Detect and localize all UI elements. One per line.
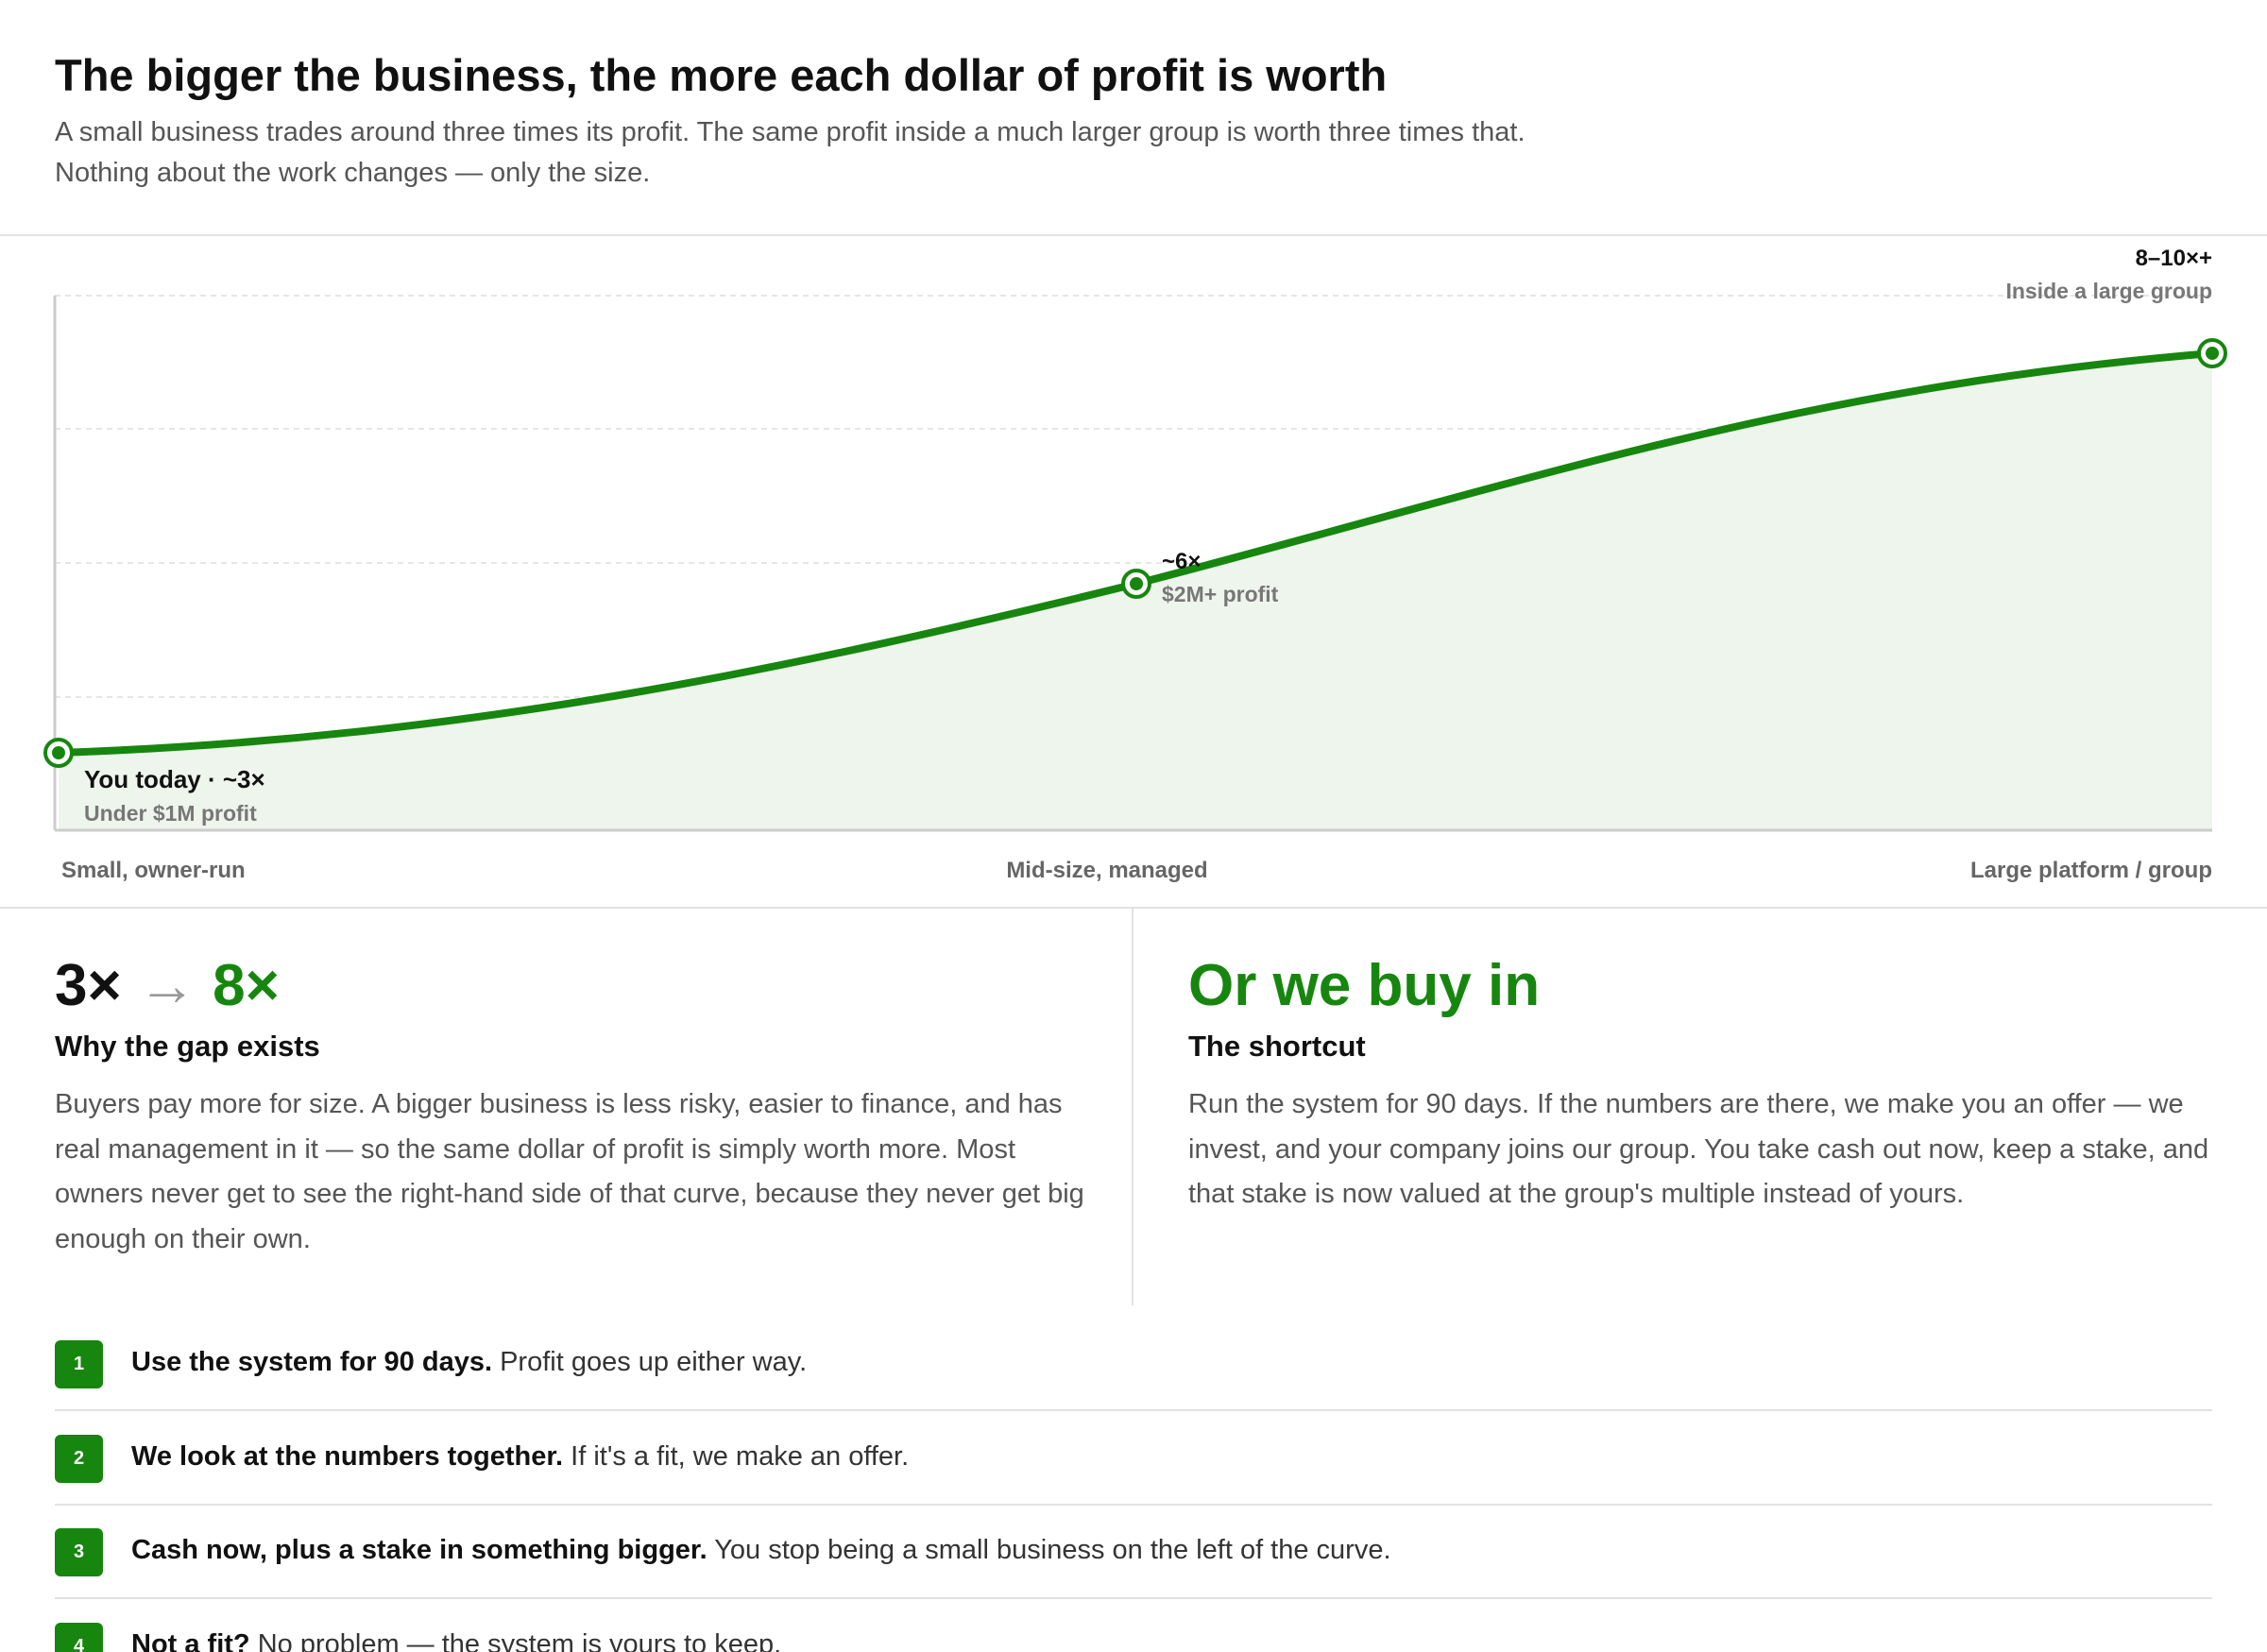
to: 8×: [213, 953, 280, 1018]
point: [1121, 569, 1151, 599]
point-sublabel: Inside a large group: [2005, 279, 2212, 303]
x-label: Large platform / group: [1969, 858, 2212, 883]
page-title: The bigger the business, the more each d…: [55, 50, 1388, 100]
arrow: →: [137, 953, 196, 1018]
step-bold: Use the system for 90 days.: [131, 1347, 493, 1377]
step-detail: If it's a fit, we make an offer.: [571, 1440, 910, 1472]
step-bold: Not a fit?: [131, 1628, 250, 1652]
subtitle-line: A small business trades around three tim…: [55, 117, 1526, 147]
step-badge: 4: [55, 1622, 103, 1652]
point-dot: [52, 746, 65, 759]
x-label: Small, owner-run: [61, 858, 246, 883]
paragraph: Run the system for 90 days. If the numbe…: [1188, 1089, 2209, 1209]
divider: [0, 907, 2267, 909]
headline: Or we buy in: [1188, 953, 1541, 1018]
step-text: Cash now, plus a stake in something bigg…: [131, 1535, 1391, 1566]
point-label: ~6×: [1162, 549, 1201, 574]
multiple-headline: 3× → 8×: [55, 952, 280, 1019]
step-text: Use the system for 90 days. Profit goes …: [131, 1347, 807, 1378]
step-detail: Profit goes up either way.: [500, 1347, 808, 1377]
divider: [0, 234, 2267, 236]
step-badge: 1: [55, 1340, 103, 1388]
from: 3×: [55, 953, 122, 1018]
step-bold: We look at the numbers together.: [131, 1440, 564, 1472]
step-divider: [55, 1503, 2212, 1506]
step-badge: 2: [55, 1434, 103, 1483]
point-dot: [2206, 347, 2219, 360]
column-divider: [1132, 909, 1134, 1305]
step-text: We look at the numbers together. If it's…: [131, 1441, 909, 1473]
x-label: Mid-size, managed: [1006, 858, 1208, 883]
step-bold: Cash now, plus a stake in something bigg…: [131, 1535, 707, 1565]
heading: The shortcut: [1188, 1030, 1366, 1063]
step-divider: [55, 1409, 2212, 1411]
step-text: Not a fit? No problem — the system is yo…: [131, 1629, 781, 1652]
paragraph: Buyers pay more for size. A bigger busin…: [55, 1089, 1084, 1254]
point-sublabel: Under $1M profit: [84, 801, 257, 826]
step-badge: 3: [55, 1528, 103, 1576]
point-sublabel: $2M+ profit: [1162, 582, 1279, 606]
step-detail: No problem — the system is yours to keep…: [257, 1628, 782, 1652]
point: [2197, 338, 2227, 368]
heading: Why the gap exists: [55, 1030, 320, 1063]
step-divider: [55, 1597, 2212, 1599]
growth-curve: You today · ~3× Under $1M profit ~6× $2M…: [43, 246, 2227, 832]
point-label: You today · ~3×: [84, 765, 265, 793]
point-dot: [1130, 577, 1143, 590]
point-label: 8–10×+: [2136, 246, 2212, 271]
subtitle-line: Nothing about the work changes — only th…: [55, 158, 651, 188]
point: [43, 738, 74, 768]
step-detail: You stop being a small business on the l…: [714, 1535, 1391, 1565]
